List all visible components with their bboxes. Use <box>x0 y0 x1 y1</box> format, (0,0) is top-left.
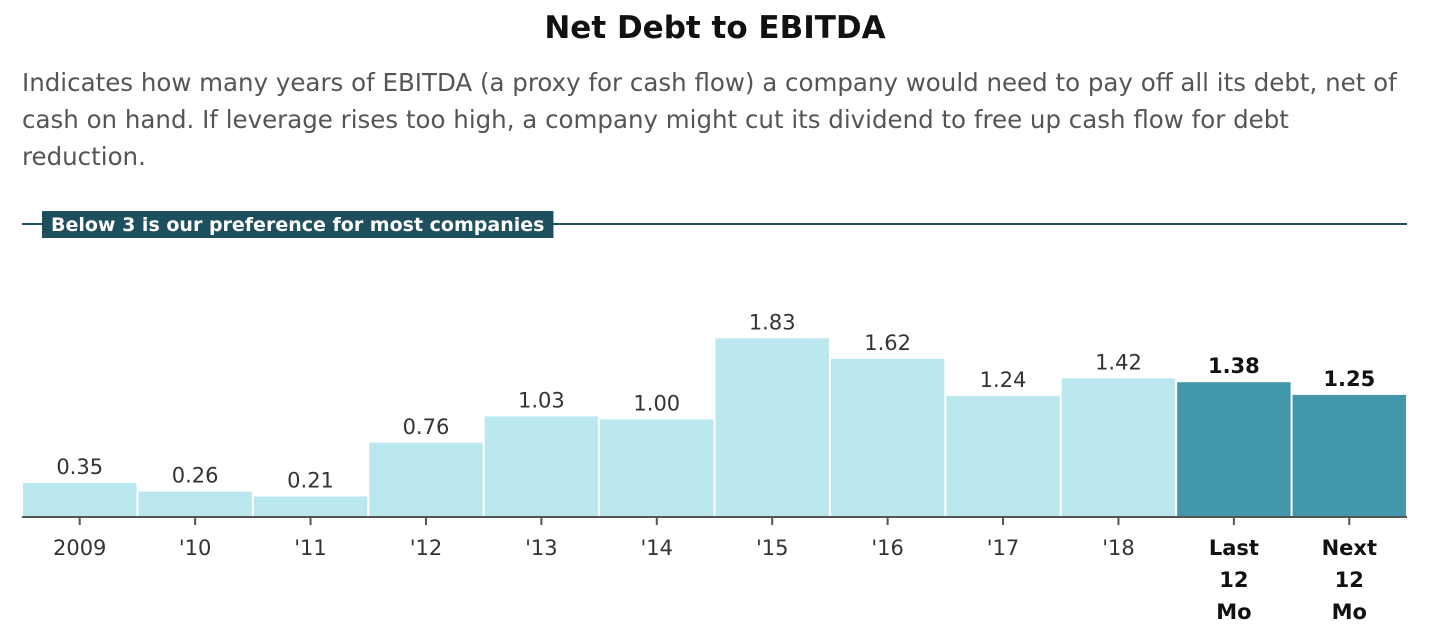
bar-value-label: 0.35 <box>56 455 103 479</box>
bar <box>1292 394 1406 517</box>
chart-title: Net Debt to EBITDA <box>544 10 886 46</box>
x-axis-tick-label: '12 <box>410 536 443 560</box>
bar-value-label: 1.83 <box>749 310 796 334</box>
x-axis-tick-label: '13 <box>525 536 558 560</box>
bar-value-label: 0.76 <box>403 415 450 439</box>
bar-value-label: 1.38 <box>1208 354 1260 378</box>
x-axis-tick-label: '14 <box>641 536 674 560</box>
x-axis-tick-label: '15 <box>756 536 789 560</box>
bar <box>1177 382 1291 517</box>
bar <box>830 358 945 517</box>
x-axis-tick-label: 2009 <box>53 536 106 560</box>
x-axis-tick-label: 12 <box>1335 568 1364 592</box>
bar-value-label: 0.26 <box>172 464 219 488</box>
bar <box>1061 378 1176 517</box>
bar <box>253 496 368 517</box>
x-axis-tick-label: 12 <box>1219 568 1248 592</box>
x-axis-tick-label: '18 <box>1102 536 1135 560</box>
bar <box>600 419 714 517</box>
bar-value-label: 1.00 <box>633 391 680 415</box>
bar-value-label: 1.03 <box>518 388 565 412</box>
bar-value-label: 1.42 <box>1095 350 1142 374</box>
reference-line-label-background <box>42 211 554 238</box>
x-axis-tick-label: Last <box>1209 536 1259 560</box>
bar <box>23 482 137 517</box>
x-axis-tick-label: Mo <box>1332 600 1367 624</box>
bar-value-label: 0.21 <box>287 468 334 492</box>
bar <box>369 442 483 517</box>
bar <box>484 416 599 517</box>
x-axis-tick-label: '17 <box>987 536 1020 560</box>
bar-value-label: 1.24 <box>980 368 1027 392</box>
reference-line-label: Below 3 is our preference for most compa… <box>51 214 544 236</box>
bar-value-label: 1.62 <box>864 331 911 355</box>
bar <box>946 395 1060 517</box>
x-axis-tick-label: Next <box>1322 536 1377 560</box>
x-axis-tick-label: '10 <box>179 536 212 560</box>
bar <box>138 491 252 517</box>
x-axis-tick-label: '16 <box>871 536 904 560</box>
bar-value-label: 1.25 <box>1323 367 1375 391</box>
bar <box>715 338 829 517</box>
chart-subtitle: Indicates how many years of EBITDA (a pr… <box>22 68 1397 171</box>
x-axis-tick-label: '11 <box>294 536 327 560</box>
x-axis-tick-label: Mo <box>1216 600 1251 624</box>
